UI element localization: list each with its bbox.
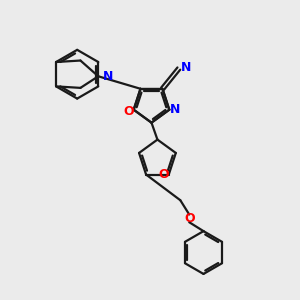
Text: O: O [123, 105, 134, 118]
Text: N: N [169, 103, 180, 116]
Text: O: O [184, 212, 194, 225]
Text: N: N [181, 61, 192, 74]
Text: O: O [158, 168, 169, 181]
Text: N: N [102, 70, 113, 83]
